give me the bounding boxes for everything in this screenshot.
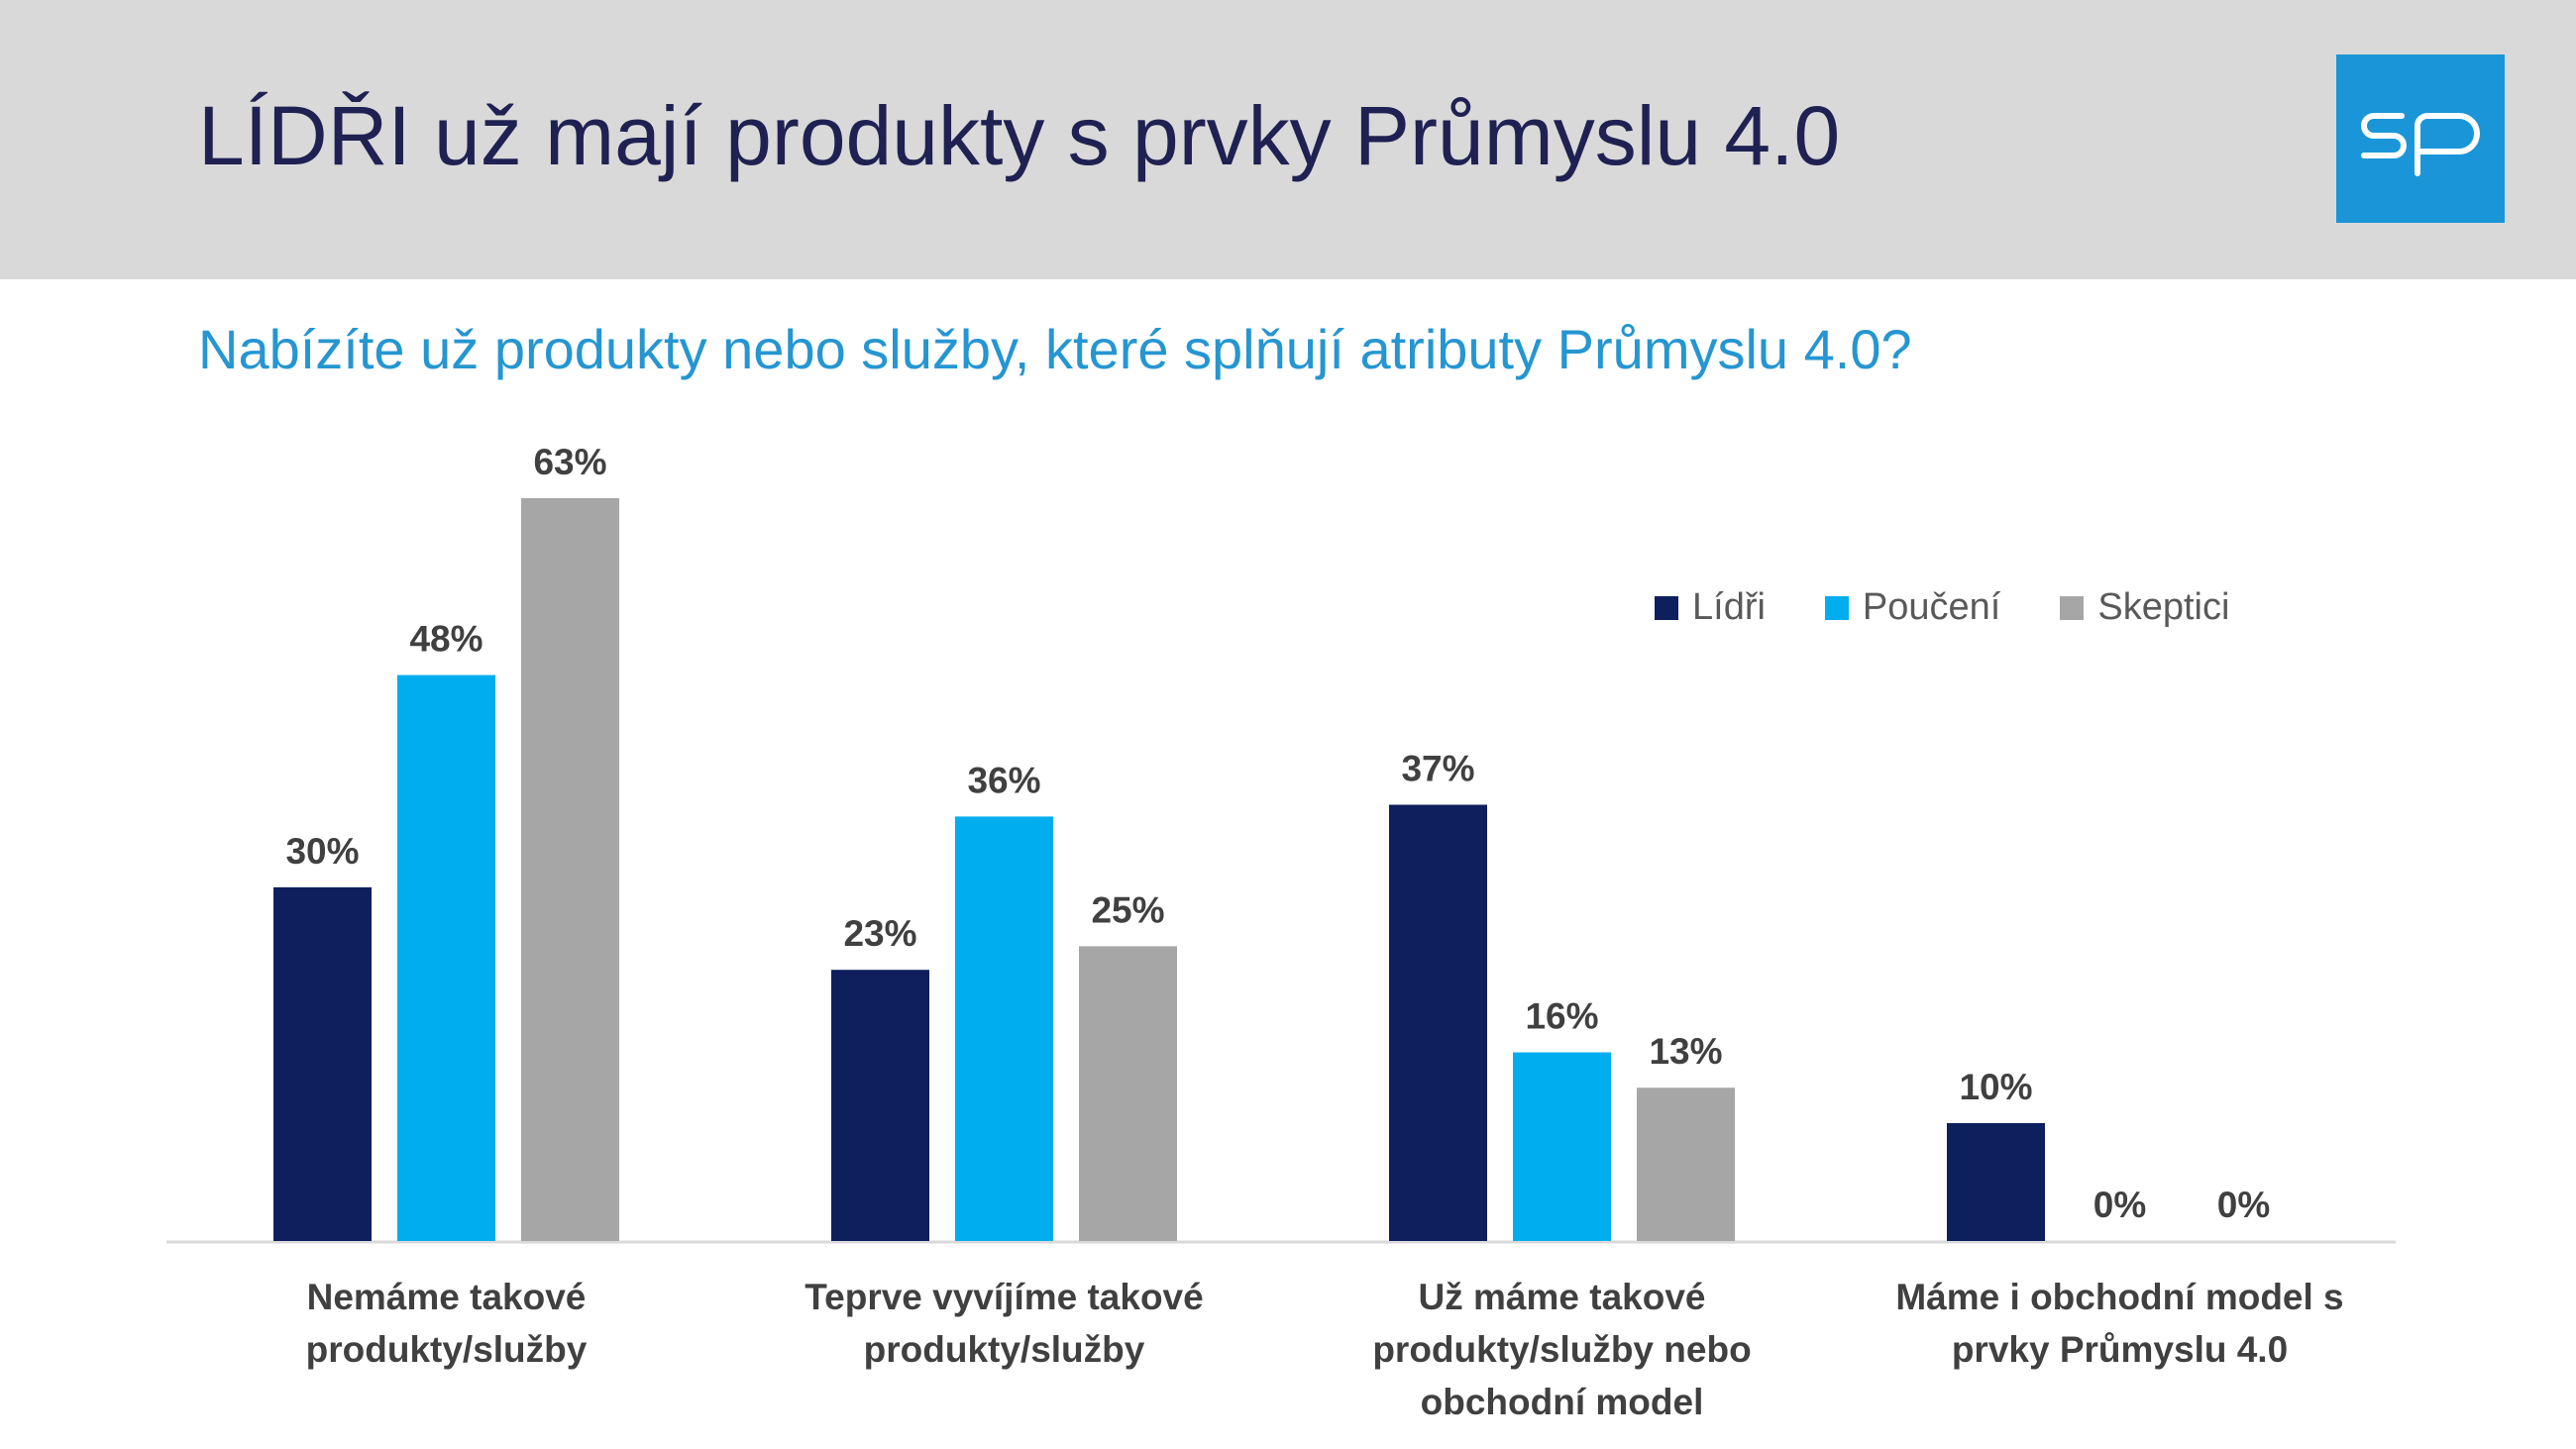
bar (273, 886, 372, 1241)
bar (1079, 946, 1177, 1241)
bar (1947, 1122, 2045, 1241)
legend-swatch-pouceni (1824, 595, 1849, 620)
bar (831, 970, 929, 1241)
category-label-line: produkty/služby nebo (1372, 1329, 1752, 1370)
bar-value-label: 30% (285, 831, 359, 872)
bar (1389, 804, 1487, 1241)
legend-item-lidri: Lídři (1655, 586, 1766, 629)
legend-label-lidri: Lídři (1692, 586, 1766, 628)
sp-logo (2336, 54, 2505, 223)
sp-logo-icon (2361, 113, 2480, 176)
category-label-line: Už máme takové (1418, 1277, 1706, 1317)
bar-value-label: 13% (1649, 1031, 1722, 1072)
category-label-line: produkty/služby (863, 1329, 1145, 1370)
bar-value-label: 0% (2093, 1185, 2146, 1225)
bar-value-label: 16% (1525, 996, 1598, 1037)
bar-value-label: 36% (967, 760, 1040, 800)
category-label-line: Máme i obchodní model s (1895, 1277, 2344, 1317)
legend-label-pouceni: Poučení (1862, 586, 2001, 628)
bar (1513, 1052, 1611, 1241)
category-label: Máme i obchodní model s prvky Průmyslu 4.… (1863, 1271, 2378, 1376)
legend-label-skeptici: Skeptici (2097, 586, 2230, 628)
bar-value-label: 63% (533, 442, 606, 482)
category-label: Nemáme takové produkty/služby (189, 1271, 704, 1376)
bar (1637, 1087, 1735, 1241)
bar-value-label: 37% (1401, 749, 1474, 789)
legend-swatch-skeptici (2060, 595, 2085, 620)
category-label-line: prvky Průmyslu 4.0 (1951, 1329, 2289, 1370)
category-label: Teprve vyvíjíme takové produkty/služby (747, 1271, 1262, 1376)
category-label-line: produkty/služby (305, 1329, 588, 1370)
chart-question: Nabízíte už produkty nebo služby, které … (198, 318, 1912, 380)
bar (397, 674, 495, 1241)
bar (955, 816, 1053, 1241)
bar-value-label: 23% (843, 913, 916, 954)
bar (521, 498, 619, 1241)
chart-legend: Lídři Poučení Skeptici (1655, 586, 2229, 629)
category-label: Už máme takové produkty/služby nebo obchod… (1305, 1271, 1820, 1428)
bar-value-label: 48% (409, 619, 483, 660)
category-label-line: obchodní model (1420, 1382, 1704, 1422)
header-band: LÍDŘI už mají produkty s prvky Průmyslu … (0, 0, 2576, 279)
bar-value-label: 10% (1959, 1067, 2032, 1107)
page-title: LÍDŘI už mají produkty s prvky Průmyslu … (198, 89, 1841, 182)
bar-value-label: 25% (1091, 889, 1164, 930)
category-label-line: Nemáme takové (306, 1277, 587, 1317)
category-label-line: Teprve vyvíjíme takové (805, 1277, 1204, 1317)
legend-item-pouceni: Poučení (1824, 586, 2001, 629)
bar-value-label: 0% (2217, 1185, 2270, 1225)
legend-swatch-lidri (1655, 595, 1678, 620)
legend-item-skeptici: Skeptici (2060, 586, 2229, 629)
